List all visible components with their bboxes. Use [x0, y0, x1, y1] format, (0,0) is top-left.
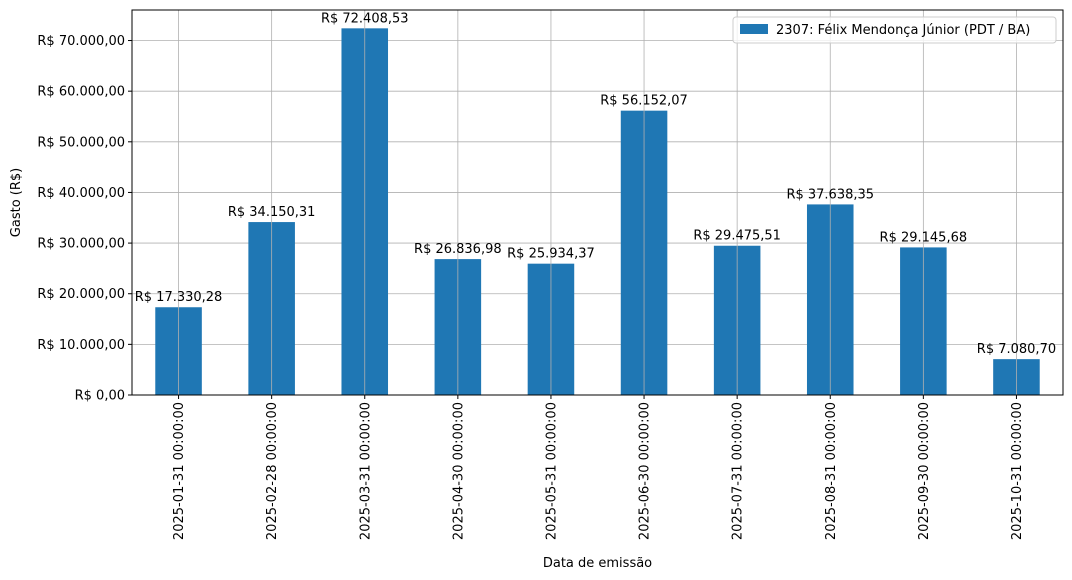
bar-value-label: R$ 17.330,28 [135, 290, 223, 305]
bar-value-label: R$ 37.638,35 [786, 187, 874, 202]
vertical-grid [178, 10, 1017, 395]
y-tick-label: R$ 30.000,00 [37, 237, 125, 252]
y-axis-title: Gasto (R$) [9, 168, 24, 237]
y-axis-ticks: R$ 0,00 R$ 10.000,00 R$ 20.000,00 R$ 30.000… [37, 34, 132, 404]
legend-box [732, 16, 1057, 44]
y-tick-label: R$ 70.000,00 [37, 34, 125, 49]
bar-value-label: R$ 56.152,07 [600, 94, 688, 109]
x-tick-label: 2025-06-30 00:00:00 [638, 402, 653, 540]
x-tick-label: 2025-10-31 00:00:00 [1010, 402, 1025, 540]
y-tick-label: R$ 0,00 [75, 389, 125, 404]
legend: 2307: Félix Mendonça Júnior (PDT / BA) [732, 16, 1057, 44]
bar-value-label: R$ 25.934,37 [507, 247, 595, 262]
x-tick-label: 2025-09-30 00:00:00 [917, 402, 932, 540]
y-tick-label: R$ 60.000,00 [37, 85, 125, 100]
x-axis-title: Data de emissão [543, 556, 652, 571]
y-tick-label: R$ 40.000,00 [37, 186, 125, 201]
bar-value-label: R$ 26.836,98 [414, 242, 502, 257]
bar-value-label: R$ 7.080,70 [977, 342, 1056, 357]
x-tick-label: 2025-03-31 00:00:00 [358, 402, 373, 540]
x-tick-label: 2025-01-31 00:00:00 [172, 402, 187, 540]
y-tick-label: R$ 10.000,00 [37, 338, 125, 353]
x-tick-label: 2025-02-28 00:00:00 [265, 402, 280, 540]
x-tick-label: 2025-04-30 00:00:00 [451, 402, 466, 540]
bar-value-label: R$ 72.408,53 [321, 11, 409, 26]
x-axis-ticks: 2025-01-31 00:00:00 2025-02-28 00:00:00 20… [172, 395, 1025, 540]
y-tick-label: R$ 50.000,00 [37, 135, 125, 150]
y-tick-label: R$ 20.000,00 [37, 287, 125, 302]
x-tick-label: 2025-05-31 00:00:00 [544, 402, 559, 540]
legend-label: 2307: Félix Mendonça Júnior (PDT / BA) [776, 23, 1030, 38]
legend-swatch [740, 24, 768, 34]
bar-value-label: R$ 29.475,51 [693, 229, 781, 244]
plot-frame [131, 9, 1064, 396]
bar-value-label: R$ 29.145,68 [880, 230, 968, 245]
x-tick-label: 2025-07-31 00:00:00 [731, 402, 746, 540]
data-labels: R$ 17.330,28 R$ 34.150,31 R$ 72.408,53 R$ 2… [135, 11, 1056, 357]
x-tick-label: 2025-08-31 00:00:00 [824, 402, 839, 540]
bar-value-label: R$ 34.150,31 [228, 205, 316, 220]
